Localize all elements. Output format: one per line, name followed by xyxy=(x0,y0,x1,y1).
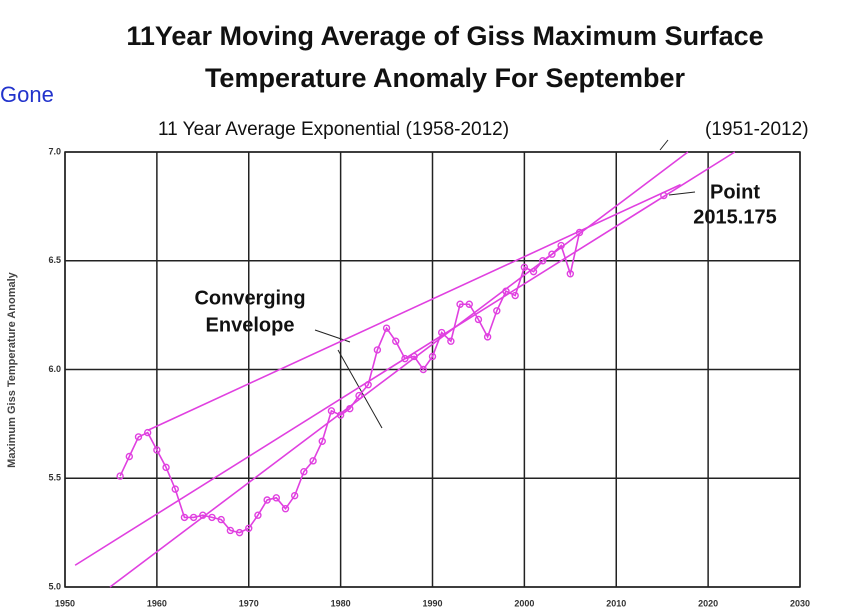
x-tick-label: 2000 xyxy=(514,598,534,608)
point xyxy=(272,494,281,502)
point xyxy=(245,524,253,532)
point xyxy=(125,452,134,461)
point xyxy=(254,511,262,519)
point xyxy=(539,257,547,265)
y-tick-label: 6.0 xyxy=(48,364,61,374)
point xyxy=(171,485,179,493)
annotation: (1951-2012) xyxy=(705,119,809,140)
point xyxy=(447,337,455,345)
series-line xyxy=(147,183,681,432)
x-tick-label: 2010 xyxy=(606,598,626,608)
point xyxy=(511,291,519,300)
pointers xyxy=(314,139,696,429)
x-tick-label: 2030 xyxy=(790,598,810,608)
x-tick-label: 1950 xyxy=(55,598,75,608)
y-tick-label: 5.5 xyxy=(48,473,61,483)
x-tick-label: 1970 xyxy=(239,598,259,608)
x-tick-label: 2020 xyxy=(698,598,718,608)
point xyxy=(162,463,170,472)
point xyxy=(419,365,428,374)
point xyxy=(428,352,437,361)
point xyxy=(401,354,409,363)
point xyxy=(465,300,473,308)
point xyxy=(134,433,143,441)
point xyxy=(483,333,492,341)
annotation: Converging xyxy=(194,287,305,309)
point xyxy=(493,307,501,315)
point xyxy=(263,496,271,504)
y-tick-label: 7.0 xyxy=(48,146,61,156)
series-line xyxy=(74,151,736,566)
point xyxy=(217,515,225,524)
y-tick-label: 6.5 xyxy=(48,255,61,265)
point xyxy=(189,513,198,522)
point xyxy=(235,528,244,537)
point xyxy=(281,505,290,513)
point xyxy=(153,446,161,454)
x-tick-label: 1980 xyxy=(331,598,351,608)
subtitle: 11 Year Average Exponential (1958-2012) xyxy=(158,119,509,140)
chart-title: 11Year Moving Average of Giss Maximum Su… xyxy=(126,21,763,51)
point xyxy=(309,457,317,465)
point xyxy=(116,472,124,480)
point xyxy=(474,315,483,324)
point xyxy=(392,337,400,345)
point xyxy=(290,491,299,500)
y-tick-label: 5.0 xyxy=(48,581,61,591)
series-line xyxy=(119,232,581,534)
x-tick-label: 1990 xyxy=(422,598,442,608)
point xyxy=(318,437,326,445)
point xyxy=(208,513,216,522)
annotation: Point xyxy=(710,181,760,203)
point xyxy=(520,263,529,271)
point xyxy=(226,526,235,535)
point xyxy=(373,346,382,354)
annotation: Envelope xyxy=(206,314,295,336)
point xyxy=(456,300,464,308)
series-line xyxy=(109,151,689,588)
annotation: 2015.175 xyxy=(693,206,776,228)
point xyxy=(382,324,391,332)
point xyxy=(300,468,308,476)
y-axis-label: Maximum Giss Temperature Anomaly xyxy=(6,271,18,467)
point xyxy=(566,270,575,278)
point xyxy=(548,250,556,258)
x-tick-label: 1960 xyxy=(147,598,167,608)
side-label: Gone xyxy=(0,82,54,107)
chart-title: Temperature Anomaly For September xyxy=(205,63,686,93)
point xyxy=(180,513,189,522)
point xyxy=(327,407,336,415)
